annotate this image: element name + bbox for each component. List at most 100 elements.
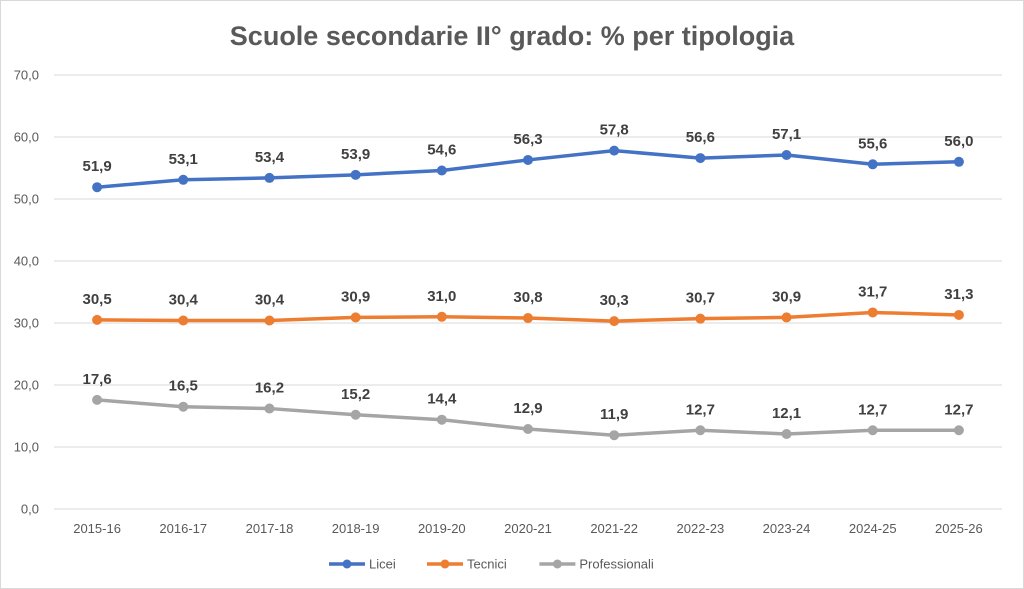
data-label: 15,2 [341, 386, 370, 403]
data-label: 55,6 [858, 135, 887, 152]
data-label: 56,3 [513, 131, 542, 148]
data-label: 30,4 [169, 292, 199, 309]
data-point [436, 414, 447, 425]
data-point [867, 307, 878, 318]
data-label: 30,3 [600, 292, 629, 309]
data-label: 30,8 [513, 289, 542, 306]
y-axis-ticks: 0,0 10,0 20,0 30,0 40,0 50,0 60,0 70,0 [14, 68, 39, 517]
data-point [523, 313, 533, 324]
data-label: 53,4 [255, 149, 285, 166]
y-tick-label: 10,0 [14, 440, 39, 455]
data-point [953, 156, 964, 167]
y-tick-label: 20,0 [14, 378, 39, 393]
data-label: 57,1 [772, 126, 801, 143]
data-point [609, 430, 620, 441]
data-point [695, 313, 706, 324]
data-point [178, 174, 189, 185]
data-point [436, 165, 447, 176]
x-tick-label: 2024-25 [849, 521, 897, 536]
legend-label: Tecnici [467, 557, 507, 572]
data-label: 16,2 [255, 380, 284, 397]
x-tick-label: 2023-24 [763, 521, 811, 536]
gridlines [54, 74, 1002, 510]
data-point [92, 182, 103, 193]
legend: Licei Tecnici Professionali [329, 557, 654, 572]
legend-marker [342, 559, 352, 569]
data-point [350, 312, 361, 323]
data-label: 30,7 [686, 290, 715, 307]
data-label: 56,6 [686, 129, 715, 146]
x-tick-label: 2015-16 [73, 521, 121, 536]
data-point [953, 309, 964, 320]
x-tick-label: 2025-26 [935, 521, 983, 536]
data-point [695, 153, 706, 164]
y-tick-label: 40,0 [14, 254, 39, 269]
data-point [178, 401, 189, 412]
y-tick-label: 30,0 [14, 316, 39, 331]
data-point [781, 312, 792, 323]
x-tick-label: 2019-20 [418, 521, 466, 536]
data-point [953, 425, 964, 436]
data-label: 12,7 [858, 401, 887, 418]
data-point [178, 315, 189, 326]
data-label: 11,9 [600, 406, 628, 423]
data-label: 31,3 [944, 286, 973, 303]
data-label: 53,9 [341, 146, 370, 163]
y-tick-label: 50,0 [14, 192, 39, 207]
data-label: 51,9 [82, 158, 111, 175]
x-axis-ticks: 2015-16 2016-17 2017-18 2018-19 2019-20 2020-… [73, 521, 983, 536]
data-point [436, 311, 447, 322]
data-point [350, 169, 361, 180]
data-label: 16,5 [169, 378, 198, 395]
data-point [609, 316, 620, 327]
data-label: 12,7 [686, 401, 715, 418]
legend-marker [440, 559, 450, 569]
data-point [264, 172, 275, 183]
data-point [781, 149, 792, 160]
data-point [92, 314, 103, 325]
x-tick-label: 2017-18 [246, 521, 294, 536]
data-label: 14,4 [427, 391, 457, 408]
x-tick-label: 2022-23 [677, 521, 725, 536]
data-point [867, 425, 878, 436]
chart-title: Scuole secondarie II° grado: % per tipol… [230, 21, 795, 51]
data-label: 30,9 [772, 288, 801, 305]
data-label: 30,9 [341, 288, 370, 305]
data-label: 17,6 [82, 371, 111, 388]
legend-marker [552, 559, 562, 569]
data-point [523, 154, 533, 165]
data-point [264, 315, 275, 326]
data-label: 53,1 [169, 151, 198, 168]
data-label: 57,8 [600, 122, 629, 139]
data-point [609, 145, 620, 156]
y-tick-label: 0,0 [21, 502, 39, 517]
data-label: 54,6 [427, 141, 456, 158]
data-point [523, 424, 533, 435]
data-label: 31,7 [858, 283, 887, 300]
data-label: 12,7 [944, 401, 973, 418]
data-point [264, 403, 275, 414]
x-tick-label: 2020-21 [504, 521, 552, 536]
data-label: 30,5 [82, 291, 111, 308]
data-point [867, 159, 878, 170]
data-label: 30,4 [255, 292, 285, 309]
data-point [350, 409, 361, 420]
data-label: 56,0 [944, 133, 973, 150]
x-tick-label: 2018-19 [332, 521, 380, 536]
x-tick-label: 2021-22 [590, 521, 638, 536]
legend-label: Professionali [579, 557, 654, 572]
y-tick-label: 60,0 [14, 130, 39, 145]
data-label: 12,1 [772, 405, 801, 422]
legend-label: Licei [369, 557, 396, 572]
x-tick-label: 2016-17 [159, 521, 207, 536]
data-labels: 51,9 53,1 53,4 53,9 54,6 56,3 57,8 56,6 57,1 55,6… [82, 122, 973, 424]
data-label: 31,0 [427, 288, 456, 305]
data-point [695, 425, 706, 436]
data-point [92, 394, 103, 405]
series-lines [92, 145, 964, 441]
y-tick-label: 70,0 [14, 68, 39, 83]
data-point [781, 428, 792, 439]
data-label: 12,9 [513, 400, 542, 417]
